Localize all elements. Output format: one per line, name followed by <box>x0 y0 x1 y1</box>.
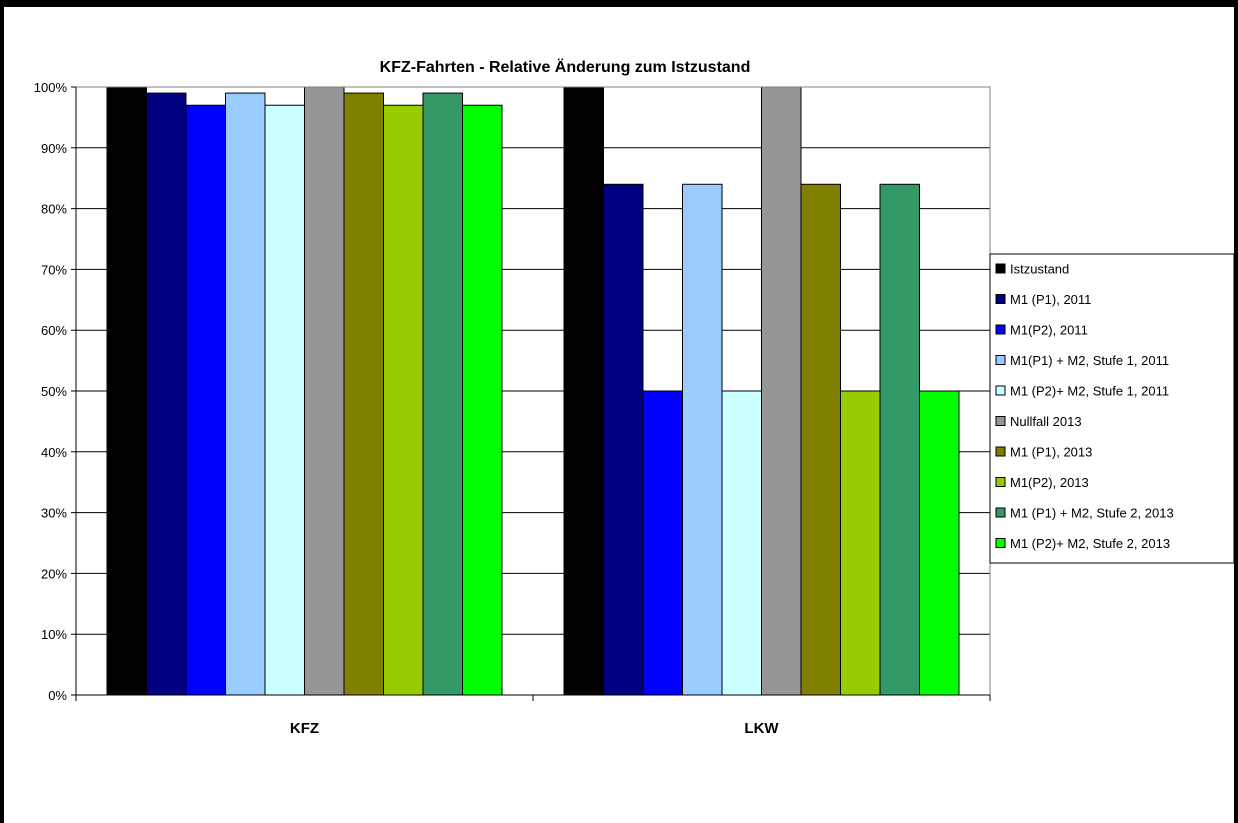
axes: 0% 10% 20% 30% 40% 50% 60% 70% 80% 90% 100% KFZ LKW <box>34 80 991 737</box>
legend-label: M1 (P1) + M2, Stufe 2, 2013 <box>1010 506 1174 521</box>
bar <box>563 86 604 696</box>
y-tick-label: 20% <box>41 566 67 581</box>
legend-label: M1(P2), 2011 <box>1010 323 1088 338</box>
legend-swatch <box>995 294 1006 304</box>
y-tick-label: 60% <box>41 323 67 338</box>
legend-label: M1 (P1), 2011 <box>1010 292 1091 307</box>
legend-swatch <box>995 263 1006 274</box>
legend: Istzustand M1 (P1), 2011 M1(P2), 2011 M1(P1… <box>989 253 1235 564</box>
y-tick-label: 10% <box>41 627 67 642</box>
legend-label: M1 (P1), 2013 <box>1010 445 1092 460</box>
y-tick-label: 30% <box>41 506 67 521</box>
x-tick-label: LKW <box>744 720 779 737</box>
legend-swatch <box>995 355 1006 365</box>
legend-swatch <box>995 385 1006 396</box>
legend-swatch <box>995 477 1006 487</box>
y-tick-label: 50% <box>41 384 67 399</box>
chart-title: KFZ-Fahrten - Relative Änderung zum Istz… <box>380 58 751 76</box>
legend-label: Istzustand <box>1010 262 1069 277</box>
y-tick-label: 40% <box>41 445 67 460</box>
bar <box>422 92 463 696</box>
bar <box>462 104 503 696</box>
y-tick-label: 80% <box>41 202 67 217</box>
legend-label: M1 (P2)+ M2, Stufe 2, 2013 <box>1010 536 1170 551</box>
bar <box>721 390 762 696</box>
bar <box>343 92 384 696</box>
bar <box>264 104 305 696</box>
legend-box <box>989 253 1235 564</box>
bar <box>383 104 424 696</box>
bar <box>225 92 266 696</box>
legend-label: M1(P1) + M2, Stufe 1, 2011 <box>1010 353 1169 368</box>
bar <box>106 86 147 696</box>
legend-swatch <box>995 446 1006 457</box>
legend-swatch <box>995 324 1006 335</box>
bar <box>304 86 345 696</box>
legend-swatch <box>995 507 1006 518</box>
bar <box>642 390 683 696</box>
legend-label: M1 (P2)+ M2, Stufe 1, 2011 <box>1010 384 1169 399</box>
legend-label: M1(P2), 2013 <box>1010 475 1089 490</box>
bar <box>146 92 187 696</box>
y-tick-label: 0% <box>48 688 67 703</box>
bar <box>879 183 920 696</box>
x-tick-label: KFZ <box>290 720 319 737</box>
legend-swatch <box>995 416 1006 426</box>
legend-swatch <box>995 538 1006 548</box>
bar <box>761 86 802 696</box>
legend-label: Nullfall 2013 <box>1010 414 1082 429</box>
bars <box>106 86 960 696</box>
bar <box>840 390 881 696</box>
bar <box>185 104 226 696</box>
bar <box>603 183 644 696</box>
y-tick-label: 100% <box>34 80 68 95</box>
y-tick-label: 70% <box>41 262 67 277</box>
bar <box>919 390 960 696</box>
y-tick-label: 90% <box>41 141 67 156</box>
bar <box>800 183 841 696</box>
bar <box>682 183 723 696</box>
